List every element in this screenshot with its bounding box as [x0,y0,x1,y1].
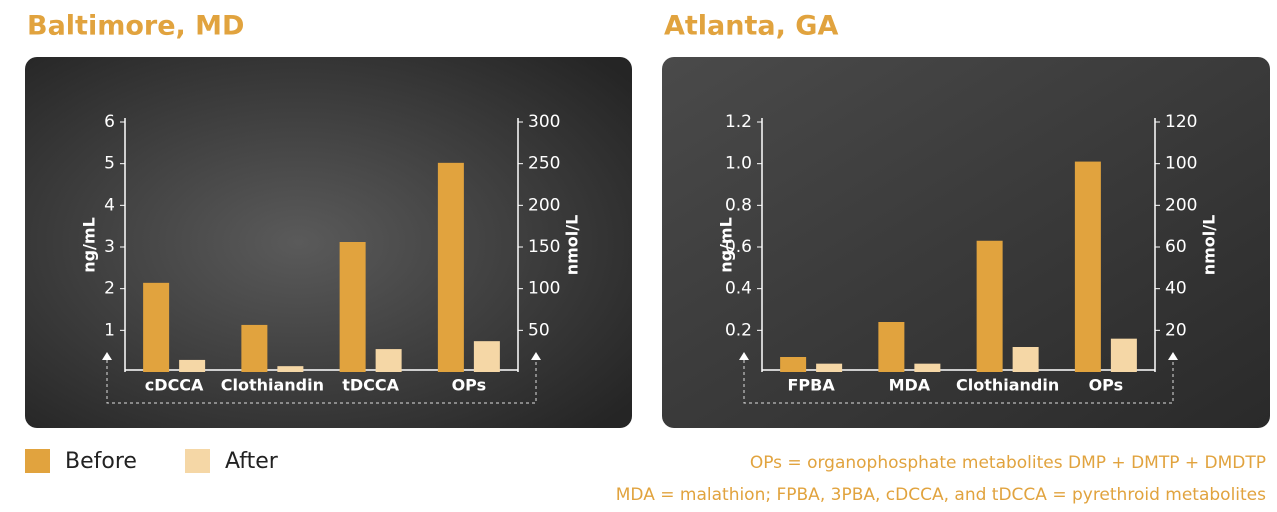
bar [473,341,500,372]
bar [1074,161,1101,372]
y-tick-label: 5 [104,154,115,174]
y2-tick-label: 200 [528,195,560,215]
y2-tick-label: 40 [1165,279,1187,299]
y2-tick-label: 250 [528,154,560,174]
x-tick-label: OPs [1089,376,1124,395]
x-tick-label: Clothiandin [221,376,324,395]
bar [878,322,905,372]
axis-link [743,360,1174,404]
y2-tick-label: 100 [1165,154,1197,174]
photo-panel [662,57,1270,428]
bar [375,349,402,372]
y-tick-label: 4 [104,195,115,215]
y-tick-label: 3 [104,237,115,257]
footnote: MDA = malathion; FPBA, 3PBA, cDCCA, and … [616,485,1266,505]
legend-label: After [225,449,279,474]
y-axis-title: ng/mL [80,217,99,273]
y-tick-label: 6 [104,112,115,132]
bar [179,359,206,372]
y-tick-label: 0.6 [725,237,752,257]
x-tick-label: Clothiandin [956,376,1059,395]
chart-title: Atlanta, GA [664,11,838,42]
x-tick-label: FPBA [788,376,836,395]
arrow-head [531,352,541,360]
bar [976,240,1003,372]
y2-tick-label: 200 [1165,195,1197,215]
y-tick-label: 2 [104,279,115,299]
x-tick-label: OPs [452,376,487,395]
bar [1012,347,1039,372]
bar [143,282,170,372]
axis-link [106,360,537,404]
arrow-head [1168,352,1178,360]
arrow-head [739,352,749,360]
legend-swatch [185,449,210,473]
y-tick-label: 0.4 [725,279,752,299]
bar [277,366,304,372]
bar [780,357,807,372]
y2-tick-label: 20 [1165,320,1187,340]
y2-axis-title: nmol/L [1200,215,1219,276]
bar [914,363,941,372]
y2-tick-label: 120 [1165,112,1197,132]
bar [339,242,366,372]
y-tick-label: 1.2 [725,112,752,132]
y2-tick-label: 150 [528,237,560,257]
bar [816,363,843,372]
y-tick-label: 0.2 [725,320,752,340]
bar [437,162,464,372]
y2-tick-label: 100 [528,279,560,299]
y-tick-label: 0.8 [725,195,752,215]
bar [1110,338,1137,372]
y2-tick-label: 60 [1165,237,1187,257]
y2-tick-label: 50 [528,320,550,340]
x-tick-label: cDCCA [145,376,204,395]
y-axis-title: ng/mL [717,217,736,273]
legend-swatch [25,449,50,473]
y-tick-label: 1.0 [725,154,752,174]
y2-tick-label: 300 [528,112,560,132]
legend-label: Before [65,449,137,474]
x-tick-label: MDA [889,376,931,395]
y-tick-label: 1 [104,320,115,340]
photo-panel [25,57,632,428]
footnote: OPs = organophosphate metabolites DMP + … [750,453,1266,473]
arrow-head [102,352,112,360]
x-tick-label: tDCCA [342,376,399,395]
bar [241,324,268,372]
y2-axis-title: nmol/L [563,215,582,276]
chart-title: Baltimore, MD [27,11,244,42]
